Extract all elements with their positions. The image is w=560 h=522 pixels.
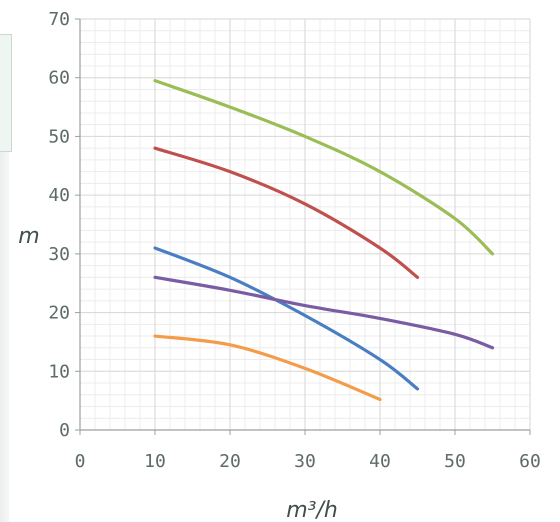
side-strip [0, 152, 9, 522]
x-tick-label: 10 [144, 451, 166, 472]
x-axis-label: m³/h [286, 498, 338, 522]
side-panel [0, 34, 12, 152]
y-tick-labels: 0 10 20 30 40 50 60 70 [48, 9, 70, 441]
y-tick-label: 0 [59, 420, 70, 441]
series-line-5 [153, 334, 382, 402]
x-tick-label: 30 [294, 451, 316, 472]
y-tick-label: 10 [48, 361, 70, 382]
x-tick-label: 50 [444, 451, 466, 472]
y-tick-label: 30 [48, 244, 70, 265]
x-tick-label: 20 [219, 451, 241, 472]
series-line-1 [153, 79, 495, 256]
axes [75, 18, 531, 435]
x-tick-label: 40 [369, 451, 391, 472]
major-grid [79, 18, 531, 431]
x-tick-label: 0 [75, 451, 86, 472]
y-tick-label: 60 [48, 68, 70, 89]
y-axis-label: m [18, 224, 39, 249]
y-tick-label: 50 [48, 126, 70, 147]
series-line-2 [153, 146, 420, 279]
x-tick-label: 60 [519, 451, 541, 472]
x-tick-labels: 0 10 20 30 40 50 60 [75, 451, 541, 472]
y-tick-label: 70 [48, 9, 70, 30]
series-line-4 [153, 275, 495, 350]
y-tick-label: 20 [48, 303, 70, 324]
series-layer [153, 79, 495, 402]
y-tick-label: 40 [48, 185, 70, 206]
series-line-3 [153, 246, 420, 391]
